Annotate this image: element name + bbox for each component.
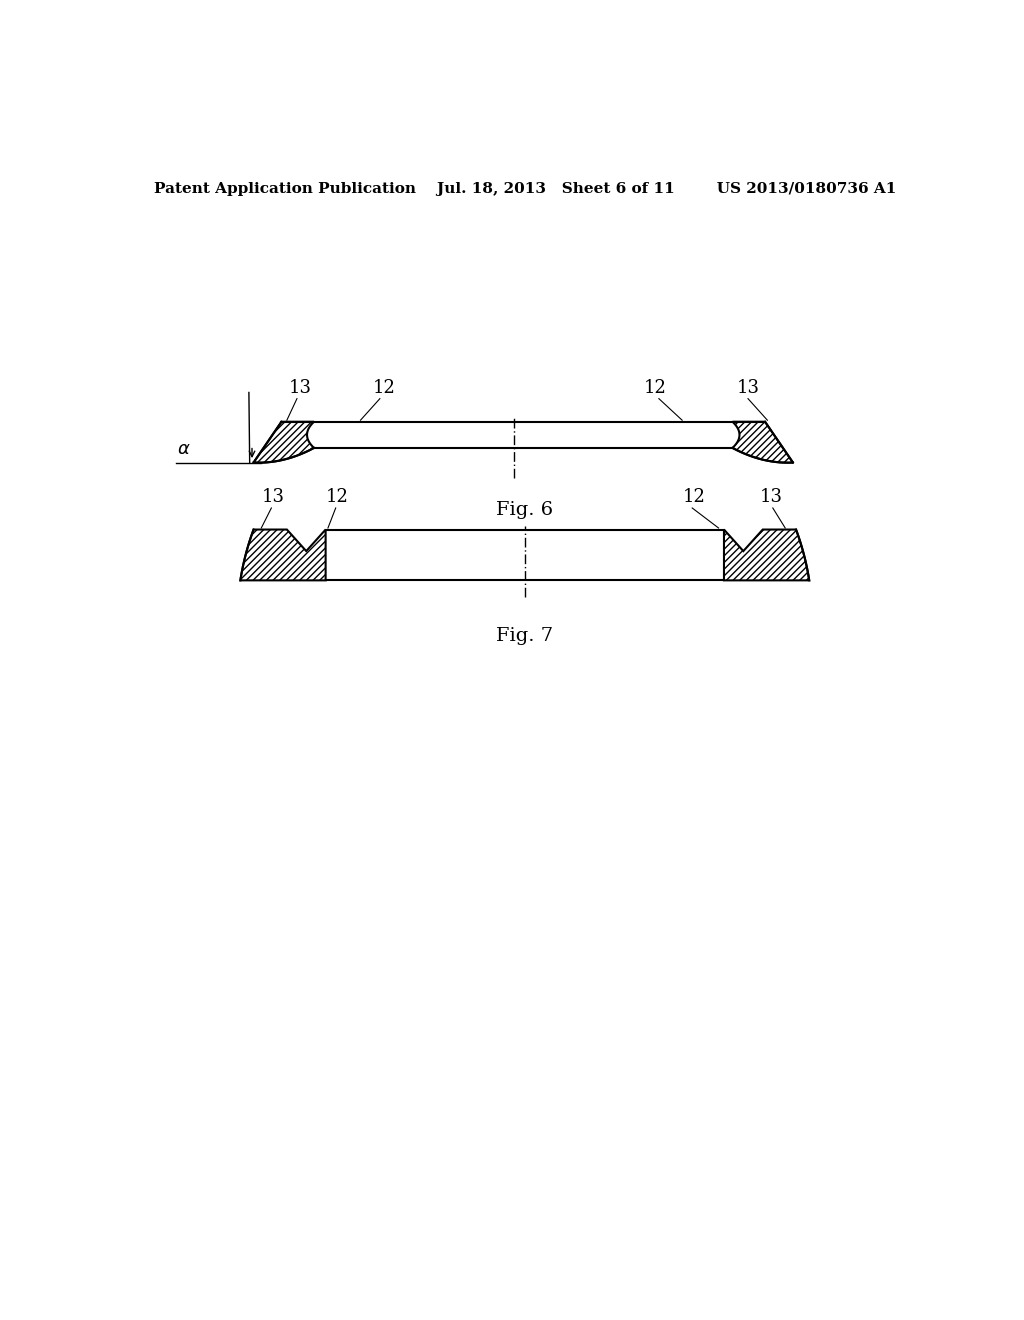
Text: $\alpha$: $\alpha$ [177,441,190,458]
Text: Patent Application Publication    Jul. 18, 2013   Sheet 6 of 11        US 2013/0: Patent Application Publication Jul. 18, … [154,182,896,195]
Text: 12: 12 [643,379,667,397]
Polygon shape [241,529,326,581]
Polygon shape [732,422,793,463]
Text: 12: 12 [682,488,706,507]
Text: 12: 12 [326,488,349,507]
Text: 13: 13 [289,379,311,397]
Text: 13: 13 [736,379,760,397]
Polygon shape [254,422,314,463]
Text: 13: 13 [262,488,286,507]
Polygon shape [724,529,809,581]
Text: Fig. 6: Fig. 6 [497,502,553,519]
Text: 13: 13 [760,488,782,507]
Text: Fig. 7: Fig. 7 [497,627,553,644]
Text: 12: 12 [373,379,395,397]
